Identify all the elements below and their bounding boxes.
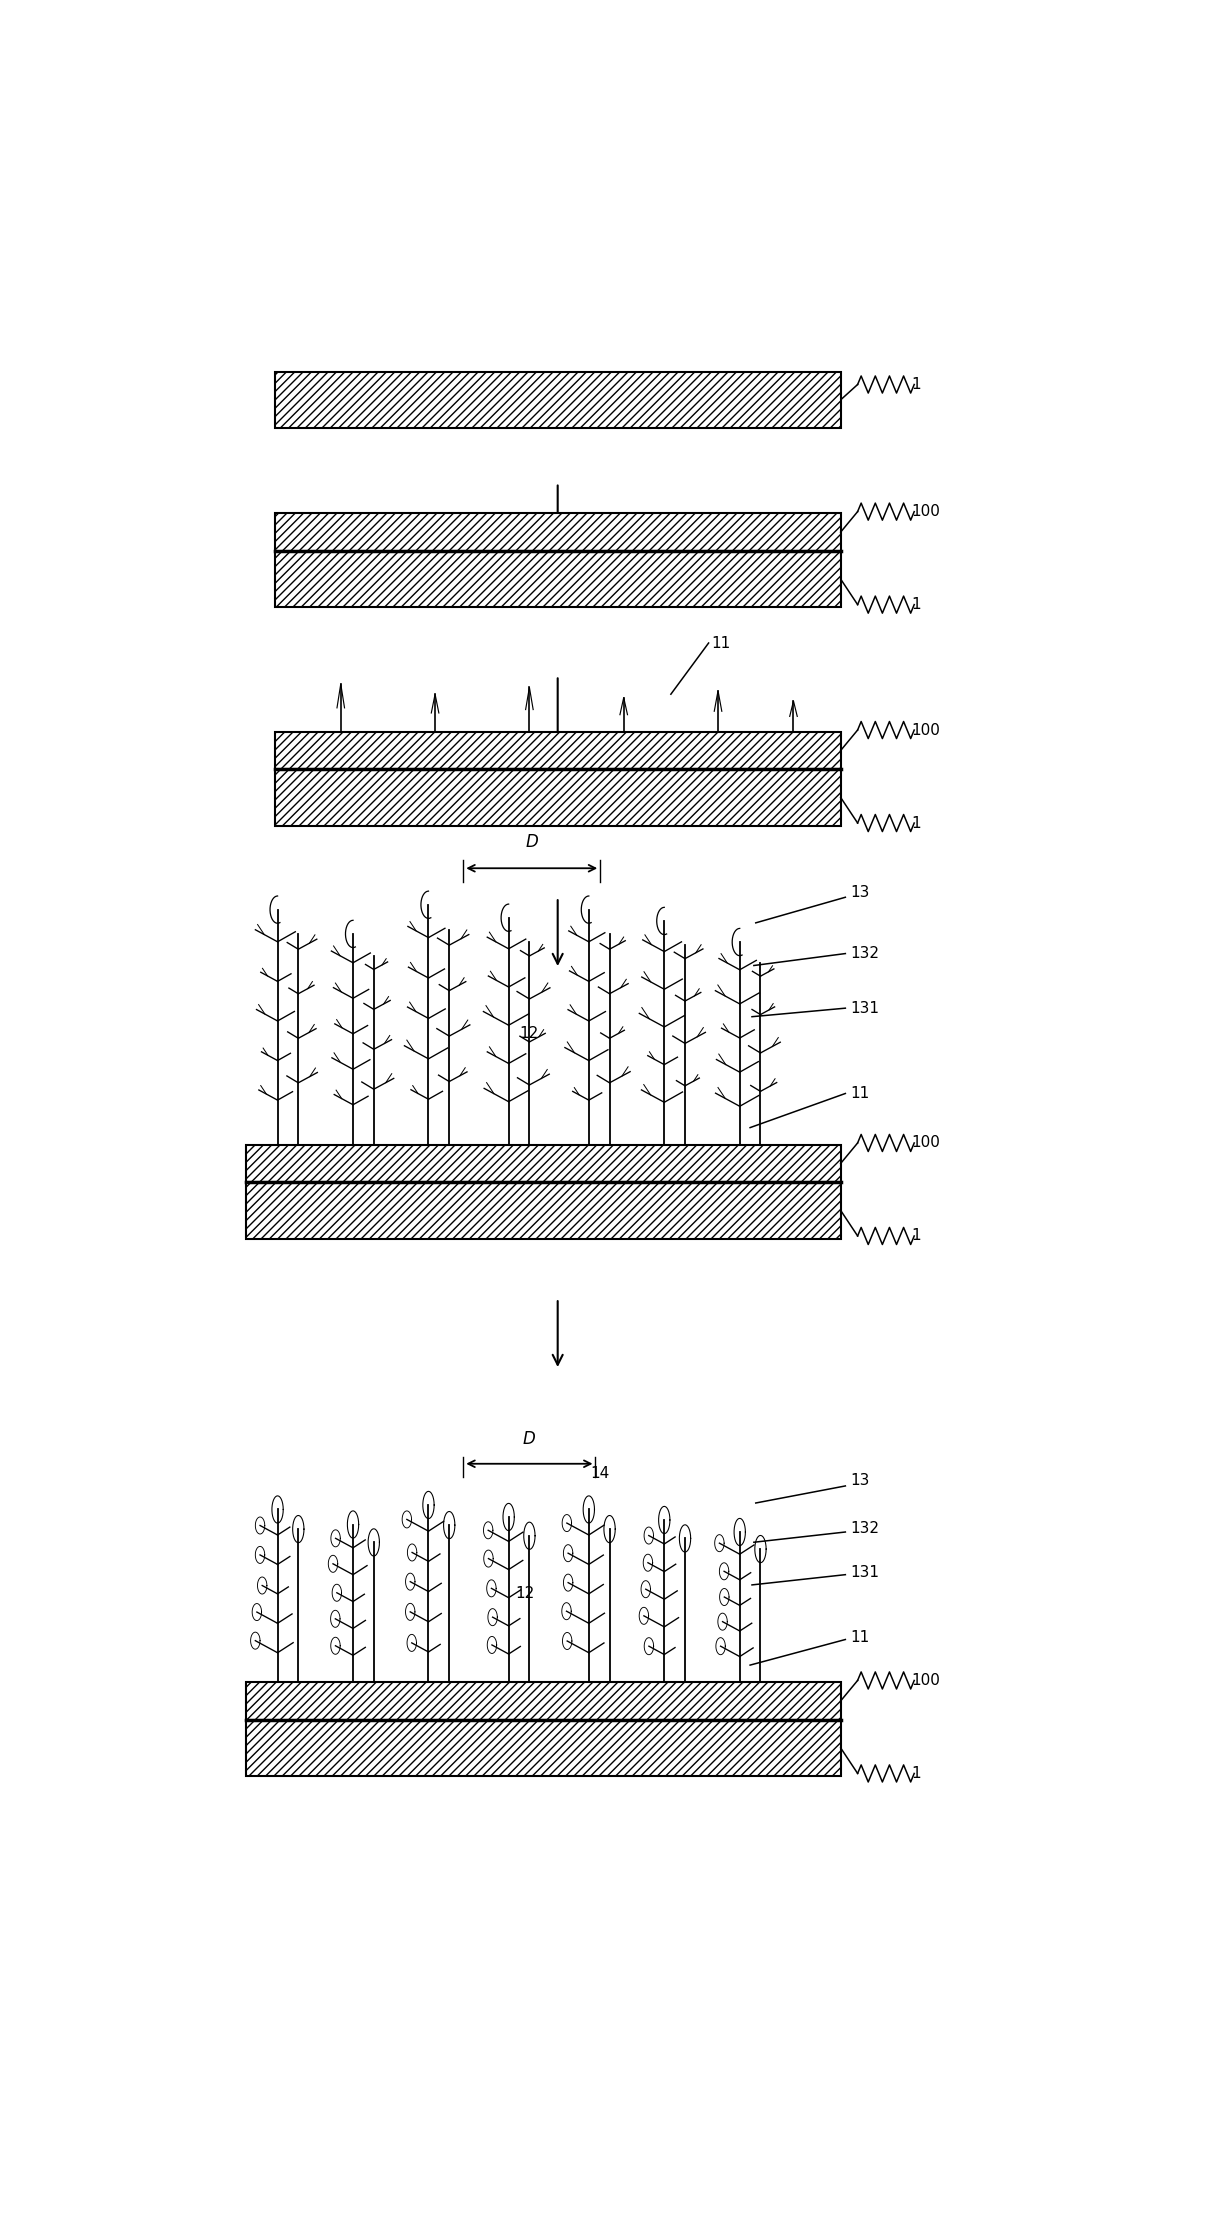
Text: 13: 13 xyxy=(849,1474,869,1489)
Bar xyxy=(275,769,841,827)
Text: 11: 11 xyxy=(712,636,730,652)
Bar xyxy=(246,1682,841,1720)
Text: 100: 100 xyxy=(912,722,941,738)
Bar xyxy=(246,1146,841,1181)
Text: 13: 13 xyxy=(849,884,869,900)
Text: 100: 100 xyxy=(912,503,941,519)
Text: 132: 132 xyxy=(849,1520,879,1536)
Text: 14: 14 xyxy=(590,1467,610,1483)
Text: 100: 100 xyxy=(912,1673,941,1689)
Bar xyxy=(275,514,841,552)
Bar xyxy=(246,1720,841,1775)
Text: 132: 132 xyxy=(849,946,879,962)
Text: 11: 11 xyxy=(849,1086,869,1101)
Bar xyxy=(275,552,841,607)
Text: 131: 131 xyxy=(849,1564,879,1580)
Text: 1: 1 xyxy=(912,377,921,392)
Text: 12: 12 xyxy=(515,1587,534,1600)
Text: 1: 1 xyxy=(912,815,921,831)
Text: 100: 100 xyxy=(912,1135,941,1150)
Text: 1: 1 xyxy=(912,1228,921,1243)
Text: D: D xyxy=(523,1429,535,1449)
Bar xyxy=(246,1181,841,1239)
Text: 12: 12 xyxy=(520,1026,539,1042)
Text: 1: 1 xyxy=(912,596,921,612)
Bar xyxy=(275,372,841,428)
Text: 131: 131 xyxy=(849,1002,879,1015)
Text: D: D xyxy=(526,833,538,851)
Text: 11: 11 xyxy=(849,1631,869,1644)
Text: 1: 1 xyxy=(912,1766,921,1782)
Bar xyxy=(275,731,841,769)
